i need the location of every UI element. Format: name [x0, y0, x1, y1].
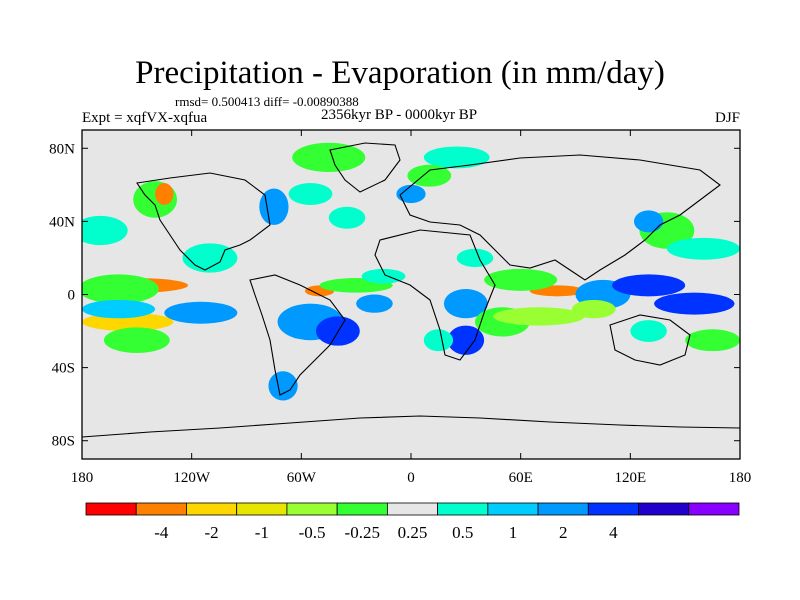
- anomaly-region: [259, 188, 289, 226]
- anomaly-region: [447, 325, 485, 355]
- colorbar-label: 0.5: [452, 523, 473, 542]
- colorbar-label: -2: [204, 523, 218, 542]
- anomaly-region: [164, 301, 238, 324]
- y-tick-label: 80N: [49, 141, 75, 157]
- anomaly-region: [493, 307, 585, 326]
- anomaly-region: [484, 268, 558, 291]
- experiment-label: Expt = xqfVX-xqfua: [82, 110, 208, 126]
- anomaly-region: [666, 237, 740, 260]
- y-tick-label: 40N: [49, 214, 75, 230]
- colorbar-label: 2: [559, 523, 568, 542]
- anomaly-region: [633, 210, 664, 233]
- anomaly-region: [443, 289, 488, 319]
- colorbar-swatch: [186, 502, 238, 516]
- anomaly-region: [456, 248, 494, 268]
- y-tick-label: 0: [68, 288, 76, 304]
- anomaly-region: [630, 320, 667, 343]
- anomaly-region: [328, 206, 366, 229]
- anomaly-region: [292, 142, 366, 173]
- africa-coastline: [374, 229, 496, 361]
- x-tick-label: 180: [729, 470, 752, 486]
- anomaly-region: [396, 184, 426, 204]
- colorbar-swatch: [587, 502, 639, 516]
- x-tick-label: 180: [71, 470, 94, 486]
- colorbar-label: -4: [154, 523, 169, 542]
- anomaly-region: [423, 329, 454, 352]
- colorbar-swatch: [135, 502, 187, 516]
- anomaly-region: [103, 327, 170, 353]
- colorbar-swatch: [437, 502, 489, 516]
- anomaly-region: [155, 183, 174, 205]
- y-tick-label: 80S: [52, 434, 75, 450]
- anomaly-region: [685, 329, 740, 352]
- colorbar-swatch: [236, 502, 288, 516]
- antarctica-coastline: [82, 415, 740, 438]
- south-america-coastline: [249, 274, 346, 396]
- colorbar-swatch: [286, 502, 338, 516]
- colorbar-label: 4: [609, 523, 618, 542]
- anomaly-region: [288, 183, 333, 205]
- colorbar-swatch: [638, 502, 690, 516]
- colorbar-label: 0.25: [398, 523, 428, 542]
- anomaly-region: [82, 274, 159, 304]
- anomaly-region: [82, 299, 156, 319]
- anomaly-region: [182, 243, 238, 273]
- colorbar-swatch: [537, 502, 589, 516]
- stats-text: rmsd= 0.500413 diff= -0.00890388: [175, 94, 359, 109]
- eurasia-coastline: [399, 154, 721, 281]
- x-tick-label: 60E: [509, 470, 533, 486]
- anomaly-region: [361, 268, 406, 284]
- anomaly-region: [423, 146, 490, 169]
- colorbar-label: -1: [255, 523, 269, 542]
- anomaly-region: [356, 294, 393, 313]
- colorbar-label: 1: [509, 523, 518, 542]
- colorbar-swatch: [487, 502, 539, 516]
- colorbar-label: -0.5: [299, 523, 326, 542]
- colorbar-swatch: [336, 502, 388, 516]
- anomaly-region: [82, 215, 128, 246]
- x-tick-label: 120W: [173, 470, 211, 486]
- chart-title: Precipitation - Evaporation (in mm/day): [135, 55, 665, 91]
- x-tick-label: 120E: [614, 470, 646, 486]
- x-tick-label: 0: [407, 470, 415, 486]
- australia-coastline: [609, 314, 691, 366]
- anomaly-region: [654, 292, 735, 315]
- period-label: 2356kyr BP - 0000kyr BP: [321, 107, 478, 123]
- greenland-coastline: [329, 142, 401, 193]
- colorbar-swatch: [688, 502, 740, 516]
- colorbar-swatch: [85, 502, 137, 516]
- anomaly-region: [268, 371, 298, 401]
- season-label: DJF: [714, 110, 740, 126]
- anomaly-region: [571, 299, 616, 319]
- anomaly-region: [407, 164, 452, 187]
- y-tick-label: 40S: [52, 361, 75, 377]
- north-america-coastline: [136, 172, 271, 271]
- x-tick-label: 60W: [287, 470, 317, 486]
- colorbar-label: -0.25: [345, 523, 380, 542]
- anomaly-region: [612, 274, 686, 297]
- colorbar-swatch: [386, 502, 439, 516]
